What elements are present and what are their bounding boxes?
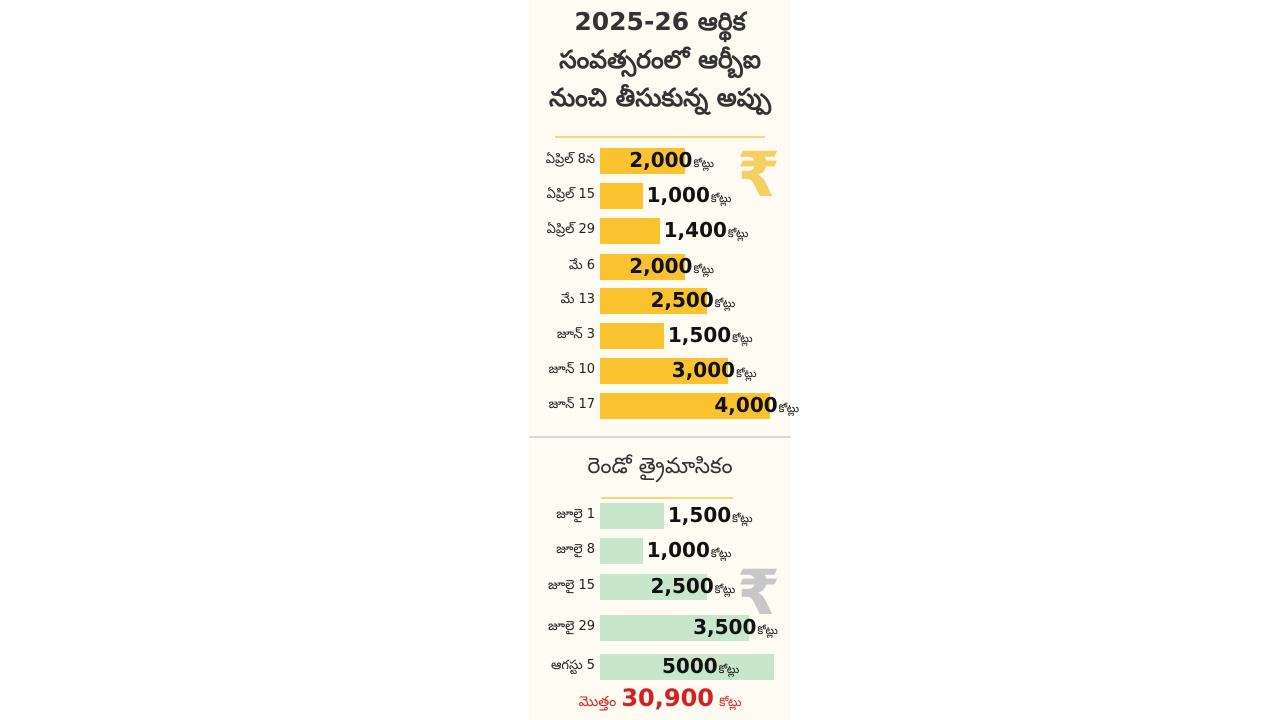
total-row: మొత్తం 30,900 కోట్లు [529,684,791,713]
bar [600,218,660,244]
bar [600,574,707,600]
bar-value-number: 3,000 [671,358,736,382]
infographic-panel: 2025-26 ఆర్థిక సంవత్సరంలో ఆర్బీఐ నుంచి త… [529,0,799,720]
bar-value-unit: కోట్లు [714,297,736,310]
bar-value-number: 5000 [662,654,718,678]
title-line-2: సంవత్సరంలో ఆర్బీఐ [559,45,761,74]
bar [600,323,664,349]
bar-value-label: 1,000కోట్లు [647,538,732,563]
bar-value-number: 1,000 [646,538,710,562]
bar-value-number: 1,400 [663,218,727,242]
bar-category-label: మే 13 [560,292,595,307]
bar-value-label: 1,500కోట్లు [668,503,753,528]
total-unit: కోట్లు [719,695,742,709]
bar [600,183,643,209]
bar-value-label: 2,500కోట్లు [651,288,736,313]
bar-category-label: జూలై 29 [548,619,595,634]
second-quarter-title: రెండో త్రైమాసికం [587,454,733,479]
bar-value-label: 2,500కోట్లు [651,574,736,599]
bar [600,503,664,529]
title-underline [555,136,765,138]
section-divider [529,436,791,438]
bar-value-unit: కోట్లు [727,227,749,240]
bar-value-unit: కోట్లు [732,332,753,345]
bar-value-number: 4,000 [714,393,778,417]
bar-value-number: 2,000 [629,254,693,278]
title-line-1: 2025-26 ఆర్థిక [574,7,746,36]
bar-category-label: జూన్ 3 [556,327,595,342]
bar-value-unit: కోట్లు [693,157,714,170]
bar [600,393,771,419]
bar-value-unit: కోట్లు [714,583,736,596]
bar-value-label: 1,500కోట్లు [668,323,753,348]
bar-category-label: మే 6 [568,258,595,273]
bar-value-unit: కోట్లు [693,263,714,276]
total-label: మొత్తం [578,694,617,710]
bar-value-label: 2,000కోట్లు [629,148,714,173]
bar-value-number: 2,000 [629,148,693,172]
bar-value-label: 2,000కోట్లు [629,254,714,279]
bar-category-label: ఏప్రిల్ 29 [546,222,595,237]
bar-value-unit: కోట్లు [718,663,740,676]
bar-category-label: జూలై 15 [548,578,595,593]
bar-category-label: జూన్ 10 [548,362,595,377]
bar [600,538,643,564]
total-value: 30,900 [621,684,714,712]
bar-value-unit: కోట్లు [710,547,732,560]
bar-value-unit: కోట్లు [757,624,778,637]
bar-value-label: 1,400కోట్లు [664,218,749,243]
bar [600,148,686,174]
bar-value-unit: కోట్లు [736,367,757,380]
bar-value-number: 1,000 [646,183,710,207]
bar-category-label: ఏప్రిల్ 15 [546,187,595,202]
bar-category-label: జూన్ 17 [548,397,595,412]
bar-category-label: ఏప్రిల్ 8న [545,152,595,167]
bar-value-label: 4,000కోట్లు [714,393,799,418]
bar-category-label: జూలై 1 [556,507,595,522]
bar-value-label: 5000కోట్లు [662,654,739,679]
bar-value-label: 3,500కోట్లు [693,615,778,640]
bar [600,288,707,314]
bar-value-unit: కోట్లు [778,402,800,415]
bar [600,254,686,280]
bar [600,615,750,641]
bar-value-unit: కోట్లు [732,512,753,525]
bar-category-label: జూలై 8 [556,542,595,557]
bar-value-unit: కోట్లు [710,192,732,205]
bar-value-number: 1,500 [667,503,732,527]
bar-value-number: 2,500 [650,288,714,312]
bar-value-number: 3,500 [693,615,757,639]
bar-category-label: ఆగస్టు 5 [551,658,595,673]
bar [600,654,774,680]
bar-value-label: 1,000కోట్లు [647,183,732,208]
section2-underline [601,497,733,499]
bar-value-number: 2,500 [650,574,714,598]
title-line-3: నుంచి తీసుకున్న అప్పు [548,83,772,112]
bar [600,358,728,384]
bar-value-label: 3,000కోట్లు [672,358,757,383]
bar-value-number: 1,500 [667,323,732,347]
rupee-icon: ₹ [737,138,781,211]
